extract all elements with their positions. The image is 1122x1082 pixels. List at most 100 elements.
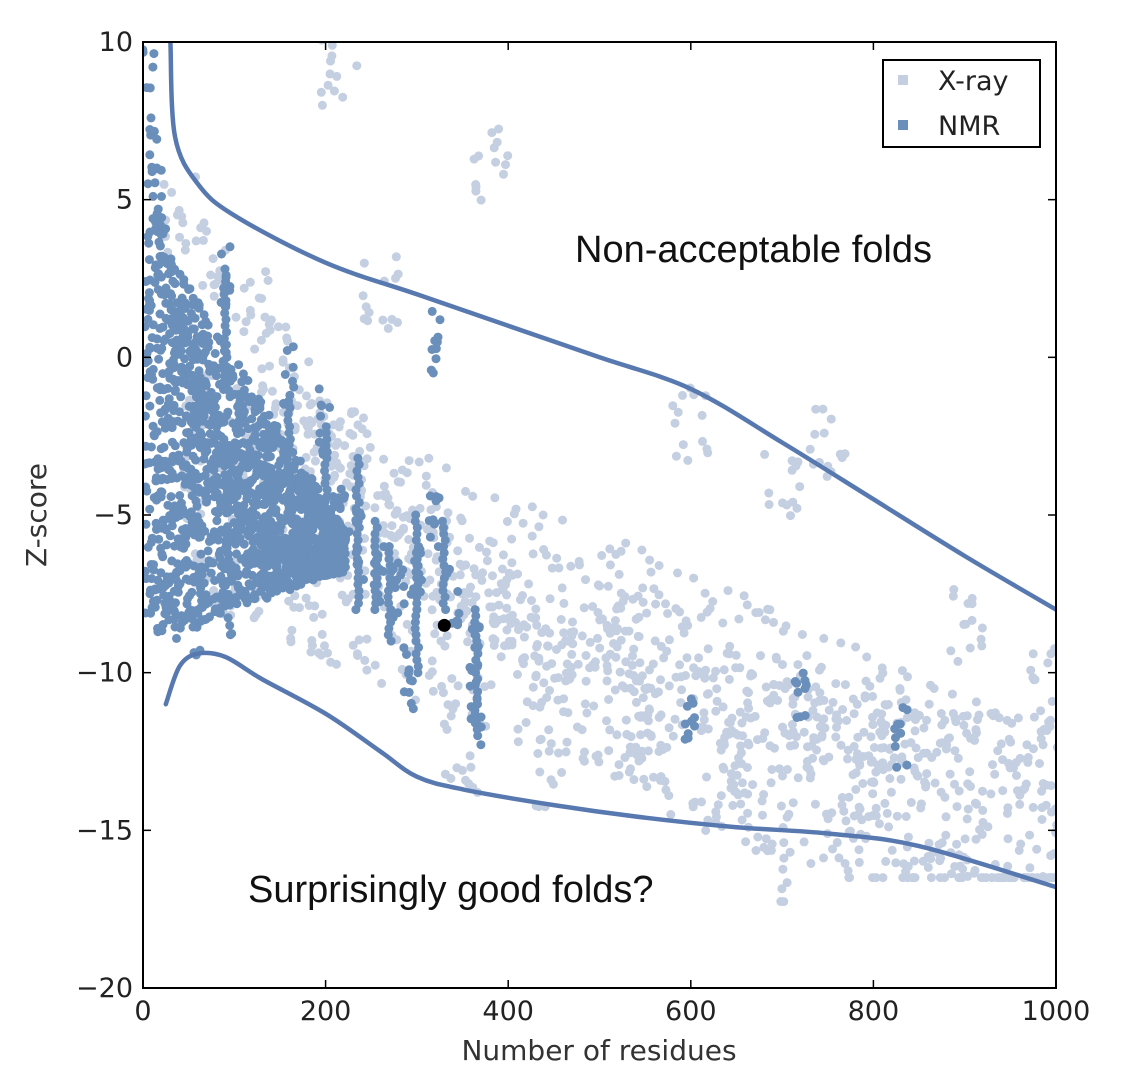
xray-point xyxy=(748,780,758,790)
xray-point xyxy=(851,785,861,794)
xray-point xyxy=(828,844,837,854)
xray-point xyxy=(612,730,622,740)
xray-point xyxy=(697,797,706,807)
nmr-point xyxy=(192,501,202,511)
xray-point xyxy=(527,596,536,605)
xray-point xyxy=(342,478,351,488)
xray-point xyxy=(159,179,169,189)
xray-point xyxy=(799,837,809,847)
nmr-point xyxy=(261,522,271,531)
xray-point xyxy=(1004,734,1014,744)
xray-point xyxy=(1052,743,1056,752)
xray-point xyxy=(278,355,288,365)
xray-point xyxy=(650,636,660,646)
xray-point xyxy=(346,461,356,470)
nmr-point xyxy=(405,675,415,685)
nmr-point xyxy=(152,495,161,505)
nmr-point xyxy=(254,535,264,545)
xray-point xyxy=(636,730,646,740)
nmr-point xyxy=(316,411,326,421)
xray-point xyxy=(910,726,920,736)
xray-point xyxy=(338,92,348,102)
nmr-point xyxy=(259,418,269,428)
xray-point xyxy=(1061,767,1070,776)
xray-point xyxy=(580,747,589,757)
xray-point xyxy=(637,545,647,555)
nmr-point xyxy=(159,336,169,346)
xray-point xyxy=(1003,861,1013,871)
xray-point xyxy=(977,829,987,839)
xray-point xyxy=(496,652,506,662)
nmr-point xyxy=(148,596,158,606)
xray-point xyxy=(546,739,556,749)
xray-point xyxy=(808,753,818,763)
xray-point xyxy=(878,765,888,775)
lower-envelope-curve xyxy=(163,650,1056,890)
nmr-point xyxy=(427,306,437,316)
xray-point xyxy=(953,753,963,763)
xray-point xyxy=(304,418,314,428)
xray-point xyxy=(541,550,551,560)
xray-point xyxy=(831,679,841,689)
xray-point xyxy=(793,773,803,783)
xray-point xyxy=(246,310,256,320)
nmr-point xyxy=(393,608,403,618)
nmr-point xyxy=(159,590,169,600)
nmr-point xyxy=(225,621,235,630)
xray-point xyxy=(959,720,969,730)
xray-point xyxy=(716,791,726,801)
xray-point xyxy=(760,449,770,459)
nmr-point xyxy=(338,548,347,558)
nmr-point xyxy=(263,583,273,593)
xray-point xyxy=(922,769,932,779)
xray-point xyxy=(673,407,683,417)
xray-point xyxy=(359,258,369,268)
legend-label-xray: X-ray xyxy=(938,66,1009,97)
nmr-point xyxy=(320,466,329,476)
y-tick-label: 0 xyxy=(116,342,133,373)
xray-point xyxy=(547,659,557,669)
nmr-point xyxy=(187,433,197,443)
nmr-point xyxy=(182,556,191,565)
xray-point xyxy=(175,232,184,242)
xray-point xyxy=(836,638,846,648)
xray-point xyxy=(849,709,859,719)
xray-point xyxy=(534,522,544,532)
nmr-point xyxy=(234,408,244,418)
xray-point xyxy=(645,555,655,565)
xray-point xyxy=(803,742,812,752)
nmr-point xyxy=(438,586,448,596)
x-tick-label: 800 xyxy=(848,996,900,1027)
nmr-point xyxy=(143,358,151,368)
xray-point xyxy=(871,803,881,813)
nmr-point xyxy=(218,590,228,600)
nmr-point xyxy=(314,384,324,394)
xray-point xyxy=(393,477,403,487)
xray-point xyxy=(806,859,816,868)
xray-point xyxy=(513,670,522,679)
xray-point xyxy=(753,735,762,745)
xray-point xyxy=(977,641,987,651)
x-tick-label: 0 xyxy=(134,996,151,1027)
xray-point xyxy=(907,873,917,883)
xray-point xyxy=(865,681,875,691)
nmr-point xyxy=(199,350,209,360)
nmr-point xyxy=(412,605,422,615)
xray-point xyxy=(689,573,699,583)
nmr-point xyxy=(147,167,157,177)
nmr-point xyxy=(292,518,302,528)
nmr-point xyxy=(322,491,332,501)
xray-point xyxy=(758,810,767,820)
xray-point xyxy=(760,728,770,738)
nmr-point xyxy=(221,558,231,568)
xray-point xyxy=(557,768,567,777)
xray-point xyxy=(642,782,652,792)
xray-point xyxy=(198,280,208,290)
nmr-point xyxy=(167,338,177,348)
xray-point xyxy=(887,845,897,855)
nmr-point xyxy=(157,192,166,201)
nmr-point xyxy=(243,549,253,559)
xray-point xyxy=(1002,808,1012,818)
nmr-point xyxy=(230,389,240,399)
xray-point xyxy=(728,800,738,810)
